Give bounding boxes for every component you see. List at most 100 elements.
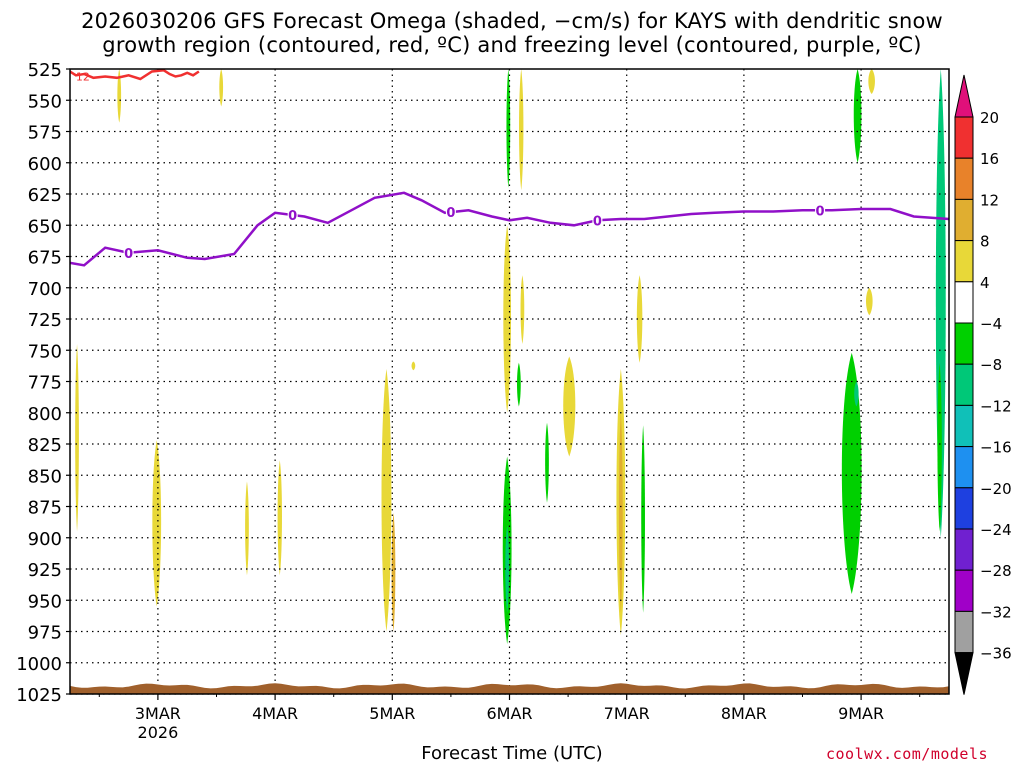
colorbar-label-3: 8	[980, 233, 990, 251]
axes-layer: 525 550 575 600 625 650 675 700 725 750 775 800 825 8…	[16, 60, 950, 742]
y-tick-label-700: 700	[28, 279, 62, 300]
colorbar-label-2: 12	[980, 191, 999, 209]
omega-area-12	[520, 275, 525, 344]
freezing-label-bg-3	[592, 213, 603, 227]
y-tick-label-900: 900	[28, 529, 62, 550]
y-tick-label-725: 725	[28, 310, 62, 331]
freezing-label-bg-1	[287, 208, 298, 221]
omega-area-22	[841, 352, 862, 594]
colorbar-swatch-3	[954, 240, 974, 283]
colorbar-swatch-7	[954, 404, 974, 448]
colorbar-label-5: −4	[980, 315, 1002, 333]
chart-title-line1: 2026030206 GFS Forecast Omega (shaded, −…	[81, 9, 943, 33]
terrain-layer	[70, 683, 949, 694]
colorbar-label-1: 16	[980, 150, 999, 168]
y-tick-label-575: 575	[28, 123, 62, 144]
colorbar-label-10: −24	[980, 521, 1012, 539]
x-tick-label-8MAR: 8MAR	[721, 704, 767, 723]
omega-area-20	[636, 275, 643, 363]
omega-area-17	[545, 422, 549, 503]
x-tick-label-6MAR: 6MAR	[486, 704, 532, 723]
y-tick-label-775: 775	[28, 373, 62, 394]
site-credit[interactable]: coolwx.com/models	[826, 745, 989, 763]
y-tick-label-750: 750	[28, 341, 62, 362]
omega-area-8	[411, 361, 416, 371]
omega-area-28	[937, 362, 942, 532]
chart-title-line2: growth region (contoured, red, ºC) and f…	[102, 33, 922, 57]
x-tick-label-5MAR: 5MAR	[369, 704, 415, 723]
freezing-level-label-1: 0	[288, 209, 297, 224]
colorbar-label-6: −8	[980, 356, 1002, 374]
colorbar-swatch-5	[954, 322, 974, 365]
y-tick-label-875: 875	[28, 498, 62, 519]
omega-area-13	[517, 362, 521, 407]
y-tick-label-925: 925	[28, 560, 62, 581]
colorbar-swatch-6	[954, 363, 974, 406]
freezing-label-bg-0	[123, 245, 134, 259]
dgz-contour	[70, 69, 200, 81]
colorbar-label-13: −36	[980, 645, 1012, 663]
omega-area-26	[854, 381, 859, 407]
y-tick-label-525: 525	[28, 60, 62, 81]
y-tick-label-825: 825	[28, 435, 62, 456]
freezing-level-label-2: 0	[446, 206, 455, 221]
omega-area-6	[381, 369, 392, 632]
y-tick-label-1000: 1000	[16, 654, 62, 675]
freezing-level-contour	[70, 191, 949, 267]
omega-area-0	[75, 344, 79, 532]
terrain-fill	[70, 683, 949, 694]
colorbar-top-arrow	[954, 74, 974, 118]
y-tick-label-650: 650	[28, 216, 62, 237]
contour-layer: 0 0 0 0 0 12	[70, 69, 949, 267]
colorbar-bottom-arrow	[954, 652, 974, 695]
omega-area-3	[219, 69, 224, 107]
freezing-level-label-4: 0	[816, 204, 825, 219]
colorbar-swatch-10	[954, 528, 974, 571]
omega-area-5	[277, 460, 282, 576]
grid-layer	[70, 69, 949, 695]
omega-area-1	[117, 69, 122, 123]
y-tick-label-675: 675	[28, 248, 62, 269]
colorbar-swatch-11	[954, 569, 974, 612]
x-tick-label-3MAR: 3MAR	[135, 704, 181, 723]
colorbar-label-4: 4	[980, 274, 990, 292]
colorbar-swatch-0	[954, 116, 974, 159]
colorbar-label-8: −16	[980, 439, 1012, 457]
omega-shading-layer	[75, 69, 946, 644]
freezing-label-bg-4	[815, 203, 826, 217]
y-tick-label-975: 975	[28, 623, 62, 644]
colorbar-swatch-2	[954, 198, 974, 242]
omega-area-25	[866, 287, 873, 316]
colorbar-label-11: −28	[980, 562, 1012, 580]
colorbar-swatch-8	[954, 446, 974, 489]
x-tick-label-9MAR: 9MAR	[838, 704, 884, 723]
y-tick-label-1025: 1025	[16, 685, 62, 706]
x-axis-title: Forecast Time (UTC)	[421, 743, 603, 764]
y-tick-label-950: 950	[28, 591, 62, 612]
omega-area-4	[245, 481, 249, 576]
omega-area-16	[563, 356, 576, 457]
omega-area-24	[868, 69, 875, 94]
omega-area-11	[503, 225, 512, 413]
x-tick-sublabel: 2026	[138, 723, 179, 742]
freezing-level-label-0: 0	[124, 247, 133, 262]
freezing-label-bg-2	[445, 205, 456, 219]
colorbar-swatch-1	[954, 157, 974, 200]
omega-area-15	[505, 525, 510, 613]
x-tick-label-4MAR: 4MAR	[252, 704, 298, 723]
colorbar: 20 16 12 8 4 −4 −8 −12 −16 −20 −24 −28 −32 −36	[954, 74, 1012, 695]
y-tick-label-600: 600	[28, 154, 62, 175]
dgz-contour-label: 12	[76, 71, 90, 84]
freezing-level-label-3: 0	[593, 214, 602, 229]
omega-area-23	[853, 69, 862, 163]
omega-area-10	[519, 69, 524, 191]
omega-area-2	[152, 440, 162, 607]
colorbar-swatch-4	[954, 281, 974, 324]
x-tick-label-7MAR: 7MAR	[604, 704, 650, 723]
colorbar-swatch-9	[954, 487, 974, 530]
omega-area-19	[618, 412, 623, 613]
colorbar-label-0: 20	[980, 109, 999, 127]
colorbar-label-7: −12	[980, 397, 1012, 415]
y-tick-label-800: 800	[28, 404, 62, 425]
